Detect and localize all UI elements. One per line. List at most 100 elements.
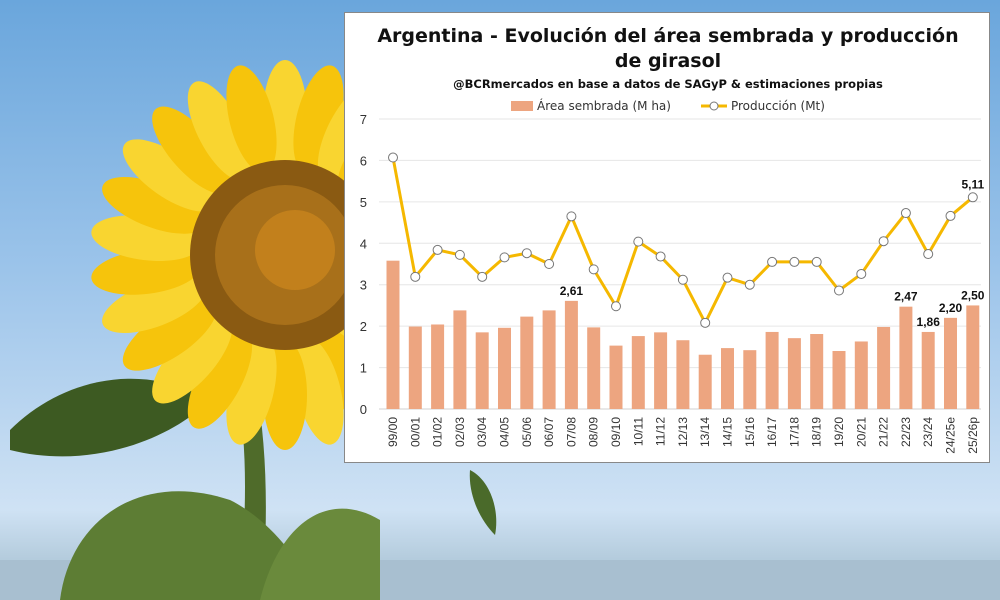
x-tick-label: 18/19 <box>810 417 824 447</box>
y-tick-label: 6 <box>360 153 367 168</box>
production-point <box>767 256 778 267</box>
production-point <box>611 301 621 312</box>
bar <box>631 336 645 409</box>
x-tick-label: 03/04 <box>475 417 489 447</box>
leaf <box>469 470 497 535</box>
x-tick-label: 21/22 <box>877 417 891 447</box>
legend-swatch-line <box>700 101 727 111</box>
x-tick-label: 11/12 <box>654 417 668 446</box>
petal <box>293 337 344 445</box>
chart-plot: 0 1 2 3 4 5 6 7 99/00 00/01 01/02 02/03 03/04 04/05 05… <box>360 112 985 454</box>
production-point <box>834 285 844 296</box>
data-label: 5,11 <box>961 177 984 191</box>
petal <box>226 65 277 173</box>
production-point <box>454 249 465 260</box>
production-point <box>544 258 555 269</box>
bar <box>542 310 556 409</box>
bar <box>743 350 757 409</box>
y-tick-label: 1 <box>360 361 367 376</box>
bar <box>431 324 445 409</box>
x-tick-label: 09/10 <box>609 417 623 447</box>
x-tick-label: 01/02 <box>431 417 445 447</box>
x-tick-label: 20/21 <box>854 417 868 447</box>
x-tick-label: 15/16 <box>743 417 757 447</box>
bar <box>698 354 712 409</box>
production-point <box>499 252 510 263</box>
production-point <box>700 317 711 328</box>
legend-item-area: Área sembrada (M ha) <box>511 99 671 113</box>
bar <box>787 338 801 409</box>
production-point <box>633 236 644 247</box>
x-tick-label: 13/14 <box>698 417 712 447</box>
bar <box>587 327 601 409</box>
chart-title-line1: Argentina - Evolución del área sembrada … <box>377 25 959 47</box>
leaf <box>260 508 380 600</box>
flower-center-core <box>255 210 335 290</box>
chart-panel: Argentina - Evolución del área sembrada … <box>344 12 990 463</box>
x-tick-label: 07/08 <box>564 417 578 447</box>
data-label: 2,47 <box>894 290 918 304</box>
production-point <box>856 268 867 279</box>
petal <box>187 81 253 181</box>
bar <box>498 327 511 409</box>
production-point <box>677 274 688 285</box>
data-label: 1,86 <box>917 315 941 329</box>
x-tick-label: 99/00 <box>386 417 400 447</box>
petal <box>152 106 233 194</box>
x-tick-label: 17/18 <box>787 417 801 447</box>
x-tick-label: 24/25e <box>944 417 958 454</box>
bar <box>609 345 623 409</box>
production-point <box>722 272 733 283</box>
x-tick-label: 10/11 <box>631 417 645 446</box>
production-point <box>566 211 577 222</box>
x-tick-label: 08/09 <box>587 417 601 447</box>
bar <box>386 260 400 409</box>
production-point <box>923 249 934 260</box>
production-point <box>521 248 532 259</box>
bar <box>408 326 422 409</box>
data-label: 2,61 <box>560 284 584 298</box>
production-point <box>967 192 978 203</box>
bar <box>676 340 690 409</box>
bar <box>810 334 824 409</box>
production-point <box>388 152 398 163</box>
leaf <box>60 491 320 600</box>
production-point <box>811 256 822 267</box>
bar <box>721 348 734 409</box>
bar <box>944 317 957 409</box>
production-point <box>588 264 599 275</box>
x-tick-label: 22/23 <box>899 417 913 447</box>
y-tick-label: 7 <box>360 112 367 127</box>
petal <box>122 298 217 371</box>
bar <box>877 326 891 409</box>
production-point <box>655 251 666 262</box>
bar <box>520 316 534 409</box>
bar <box>832 350 846 409</box>
x-tick-label: 00/01 <box>408 417 422 447</box>
y-tick-label: 2 <box>360 319 367 334</box>
bar <box>921 331 935 409</box>
y-tick-label: 3 <box>360 278 367 293</box>
x-tick-label: 14/15 <box>721 417 735 447</box>
legend-label-area: Área sembrada (M ha) <box>537 99 671 113</box>
y-tick-label: 0 <box>360 402 367 417</box>
x-tick-label: 19/20 <box>832 417 846 447</box>
legend-label-production: Producción (Mt) <box>730 99 825 113</box>
petal <box>152 316 233 404</box>
x-tick-label: 05/06 <box>520 417 534 447</box>
legend: Área sembrada (M ha) Producción (Mt) <box>345 99 991 113</box>
y-tick-label: 4 <box>360 236 367 251</box>
chart-subtitle: @BCRmercados en base a datos de SAGyP & … <box>453 77 883 91</box>
production-point <box>477 271 488 282</box>
legend-swatch-bar <box>511 101 534 111</box>
x-tick-label: 12/13 <box>676 417 690 447</box>
production-point <box>878 236 889 247</box>
bar <box>564 300 578 409</box>
data-label: 2,20 <box>939 301 963 315</box>
bar <box>899 306 913 409</box>
petal <box>122 139 217 212</box>
chart-title-line2: de girasol <box>614 50 722 72</box>
bar <box>765 331 779 409</box>
x-tick-label: 25/26p <box>966 417 980 454</box>
y-tick-label: 5 <box>360 195 367 210</box>
